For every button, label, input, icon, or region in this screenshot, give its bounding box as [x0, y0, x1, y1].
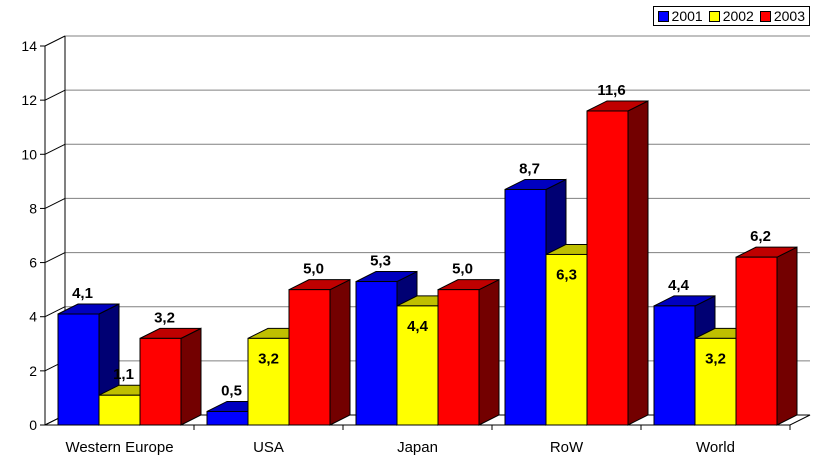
data-label: 6,2 [750, 228, 771, 245]
bar-2003 [139, 337, 182, 426]
legend-item-2001: 2001 [657, 8, 703, 24]
x-tick-label: Japan [397, 439, 438, 456]
legend-label-2003: 2003 [773, 8, 805, 24]
data-label: 4,4 [668, 277, 690, 294]
legend: 2001 2002 2003 [652, 6, 810, 26]
data-label: 5,0 [303, 261, 324, 278]
data-label: 1,1 [113, 366, 134, 383]
data-label: 0,5 [221, 382, 242, 399]
bar-2003 [288, 289, 331, 426]
x-tick-label: World [696, 439, 735, 456]
bar-2002 [247, 337, 290, 426]
side-wall-tick-line [44, 89, 66, 101]
bar-side-2003 [627, 100, 649, 426]
y-tick-label: 4 [29, 309, 37, 325]
legend-label-2002: 2002 [722, 8, 754, 24]
legend-label-2001: 2001 [671, 8, 703, 24]
bar-2003 [735, 256, 778, 426]
side-wall-tick-line [44, 306, 66, 318]
legend-swatch-2003 [759, 10, 771, 22]
bar-2002 [694, 337, 737, 426]
data-label: 4,1 [72, 285, 93, 302]
x-tick-label: USA [253, 439, 284, 456]
legend-item-2002: 2002 [708, 8, 754, 24]
data-label: 3,2 [154, 309, 175, 326]
bar-2001 [653, 305, 696, 426]
data-label: 3,2 [258, 350, 279, 367]
bar-2003 [437, 289, 480, 426]
data-label: 3,2 [705, 350, 726, 367]
data-label: 5,3 [370, 253, 391, 270]
side-wall-tick-line [44, 197, 66, 209]
y-tick-label: 8 [29, 200, 37, 216]
bar-side-2003 [329, 278, 351, 426]
bar-2001 [57, 313, 100, 426]
side-wall-tick-line [44, 252, 66, 264]
legend-swatch-2002 [708, 10, 720, 22]
x-tick-label: RoW [550, 439, 584, 456]
data-label: 11,6 [597, 82, 625, 99]
x-tick-label: Western Europe [65, 439, 173, 456]
bar-side-2003 [478, 278, 500, 426]
bar-2002 [545, 253, 588, 426]
bar-side-2003 [180, 327, 202, 426]
data-label: 5,0 [452, 261, 473, 278]
y-tick-label: 6 [29, 255, 37, 271]
side-wall-tick-line [44, 35, 66, 47]
bar-2002 [98, 394, 141, 426]
y-tick-label: 10 [21, 146, 37, 162]
y-tick-label: 0 [29, 417, 37, 433]
y-tick-label: 2 [29, 363, 37, 379]
side-wall-tick-line [44, 143, 66, 155]
legend-swatch-2001 [657, 10, 669, 22]
bar-2001 [504, 188, 547, 426]
y-tick-label: 12 [21, 92, 37, 108]
bar-side-2003 [776, 246, 798, 426]
data-label: 4,4 [407, 318, 429, 335]
y-tick-label: 14 [21, 38, 37, 54]
bar-2001 [206, 410, 249, 426]
legend-item-2003: 2003 [759, 8, 805, 24]
data-label: 8,7 [519, 160, 540, 177]
data-label: 6,3 [556, 266, 577, 283]
bar-2001 [355, 281, 398, 426]
bar-2003 [586, 110, 629, 426]
